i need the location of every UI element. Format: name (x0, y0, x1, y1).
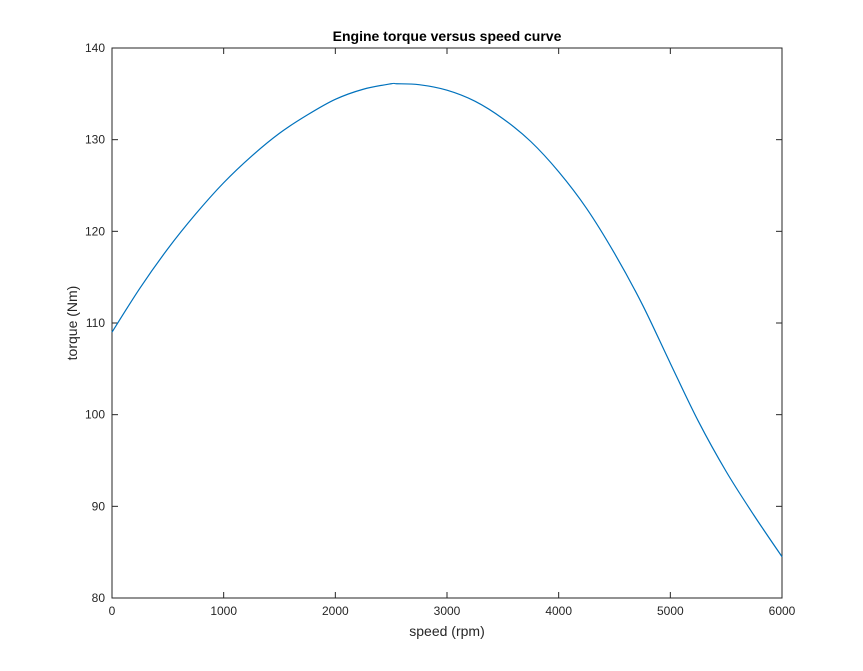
y-tick-label: 90 (92, 499, 106, 513)
y-tick-label: 120 (85, 224, 105, 238)
ticks (111, 47, 783, 599)
y-tick-label: 130 (85, 133, 105, 147)
series-line (111, 82, 783, 558)
x-tick-label: 0 (109, 604, 116, 618)
x-tick-label: 3000 (434, 604, 461, 618)
y-tick-label: 100 (85, 408, 105, 422)
x-tick-label: 6000 (769, 604, 796, 618)
y-axis-label: torque (Nm) (64, 286, 80, 361)
x-tick-label: 4000 (545, 604, 572, 618)
x-tick-label: 2000 (322, 604, 349, 618)
y-tick-label: 80 (92, 591, 106, 605)
y-tick-label: 140 (85, 41, 105, 55)
tick-labels: 0 1000 2000 3000 4000 5000 6000 80 90 100 110 120 13… (85, 41, 796, 618)
x-tick-label: 1000 (210, 604, 237, 618)
x-tick-label: 5000 (657, 604, 684, 618)
plot-area (111, 47, 783, 599)
y-tick-label: 110 (86, 316, 105, 330)
chart-title: Engine torque versus speed curve (333, 28, 562, 44)
x-axis-label: speed (rpm) (409, 623, 484, 639)
